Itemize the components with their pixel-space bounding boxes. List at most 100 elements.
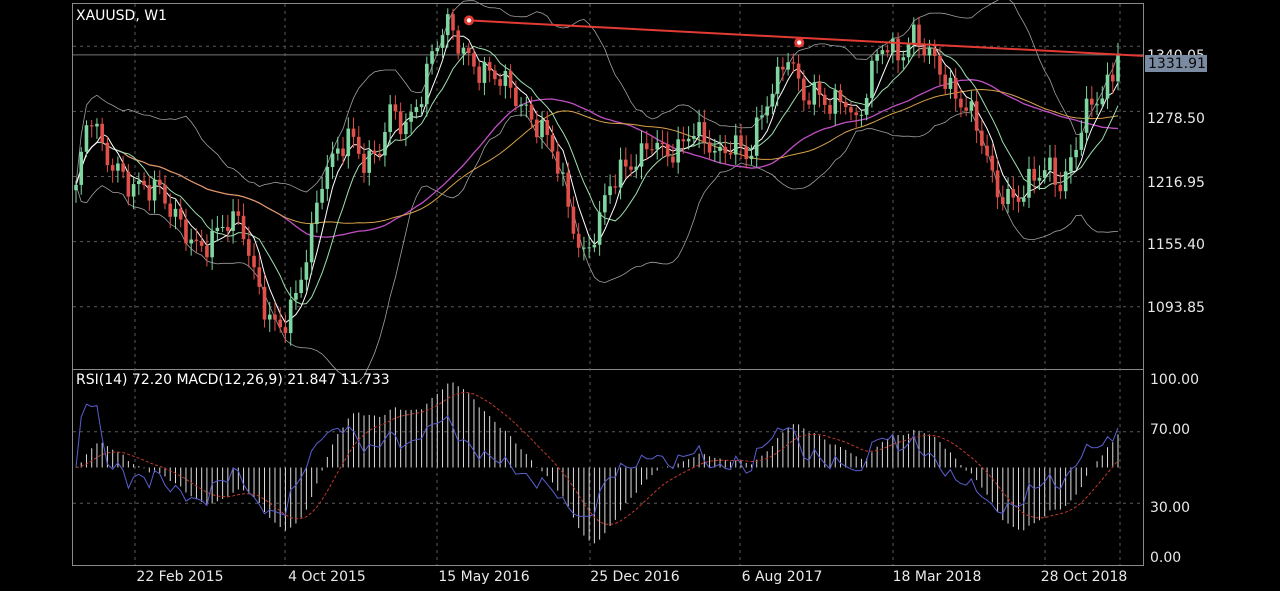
candle-body — [168, 203, 173, 217]
candle-body — [587, 247, 591, 249]
candle-body — [477, 66, 481, 83]
candle-body — [110, 165, 115, 171]
candle-body — [953, 77, 958, 99]
candle-body — [194, 239, 199, 242]
candle-body — [911, 24, 916, 45]
candle-body — [885, 50, 890, 53]
candle-body — [697, 122, 701, 136]
candle-body — [189, 239, 193, 244]
candle-body — [362, 153, 366, 173]
candle-body — [351, 128, 356, 137]
candle-body — [383, 131, 387, 156]
indicator-tick-label: 0.00 — [1150, 550, 1181, 566]
candle-body — [100, 123, 104, 143]
candle-body — [707, 142, 712, 153]
candle-body — [969, 101, 974, 111]
candle-body — [1063, 171, 1068, 192]
candle-body — [79, 151, 84, 185]
candle-body — [561, 172, 565, 174]
candle-body — [142, 180, 146, 186]
candle-body — [854, 112, 858, 116]
resistance-trendline[interactable] — [464, 15, 1144, 57]
candle-body — [948, 77, 953, 89]
candle-body — [283, 327, 288, 334]
candle-body — [121, 163, 125, 172]
time-tick-label: 22 Feb 2015 — [136, 569, 223, 585]
candle-body — [126, 171, 131, 197]
candle-body — [236, 211, 241, 216]
candle-body — [613, 186, 618, 188]
candle-body — [451, 14, 455, 31]
candle-body — [199, 241, 204, 246]
candle-body — [634, 166, 639, 170]
candle-body — [733, 135, 738, 155]
candle-body — [922, 46, 927, 56]
candle-body — [372, 150, 377, 154]
candle-body — [341, 148, 345, 157]
candle-body — [566, 172, 571, 207]
candle-body — [927, 48, 932, 56]
candle-body — [686, 138, 691, 142]
candle-body — [246, 239, 251, 256]
candle-body — [597, 212, 602, 245]
candle-body — [430, 51, 434, 64]
candle-body — [938, 56, 942, 75]
price-tick-label: 1155.40 — [1147, 237, 1205, 253]
candle-body — [1027, 168, 1031, 198]
candle-body — [1048, 157, 1052, 171]
candle-body — [917, 24, 921, 47]
candle-body — [639, 143, 644, 167]
candle-body — [603, 195, 607, 213]
time-tick-label: 25 Dec 2016 — [590, 569, 680, 585]
candle-body — [278, 319, 283, 328]
trendline-anchor-center — [797, 40, 802, 45]
candle-body — [728, 153, 733, 155]
candle-body — [414, 107, 419, 113]
price-tick-label: 1093.85 — [1147, 300, 1205, 316]
candle-body — [157, 179, 162, 185]
indicator-caption: RSI(14) 72.20 MACD(12,26,9) 21.847 11.73… — [76, 372, 390, 388]
symbol-timeframe-label: XAUUSD, W1 — [76, 8, 167, 24]
price-candles — [74, 8, 1120, 346]
candle-body — [336, 148, 340, 154]
candle-body — [514, 87, 518, 106]
upper-band-line — [75, 0, 1119, 193]
trendline — [468, 19, 1144, 57]
candle-body — [692, 135, 696, 139]
candle-body — [398, 111, 403, 135]
candle-body — [220, 227, 225, 229]
candle-body — [995, 170, 1000, 198]
candle-body — [959, 98, 963, 108]
candle-body — [215, 227, 220, 231]
indicator-tick-label: 30.00 — [1150, 500, 1190, 516]
candle-body — [985, 145, 989, 156]
candle-body — [241, 215, 246, 240]
candle-body — [822, 94, 827, 105]
candle-body — [1001, 197, 1005, 205]
candle-body — [943, 74, 948, 89]
candle-body — [1016, 197, 1021, 202]
rsi-line — [75, 403, 1119, 517]
candle-body — [1037, 177, 1042, 181]
price-tick-label: 1278.50 — [1147, 111, 1205, 127]
candle-body — [545, 120, 550, 135]
candle-body — [178, 208, 183, 220]
candle-body — [524, 104, 529, 106]
candle-body — [739, 135, 743, 147]
candle-body — [1032, 168, 1037, 181]
candle-body — [681, 139, 686, 142]
candle-body — [650, 149, 654, 151]
candle-body — [770, 93, 775, 107]
candle-body — [487, 62, 492, 71]
candle-body — [493, 70, 497, 80]
candle-body — [74, 184, 78, 191]
candle-body — [655, 142, 660, 150]
candle-body — [315, 202, 319, 225]
candle-body — [508, 70, 513, 88]
candle-body — [137, 180, 141, 185]
candle-body — [131, 184, 136, 197]
candle-body — [226, 227, 230, 231]
candle-body — [116, 163, 120, 171]
candle-body — [1058, 184, 1063, 192]
